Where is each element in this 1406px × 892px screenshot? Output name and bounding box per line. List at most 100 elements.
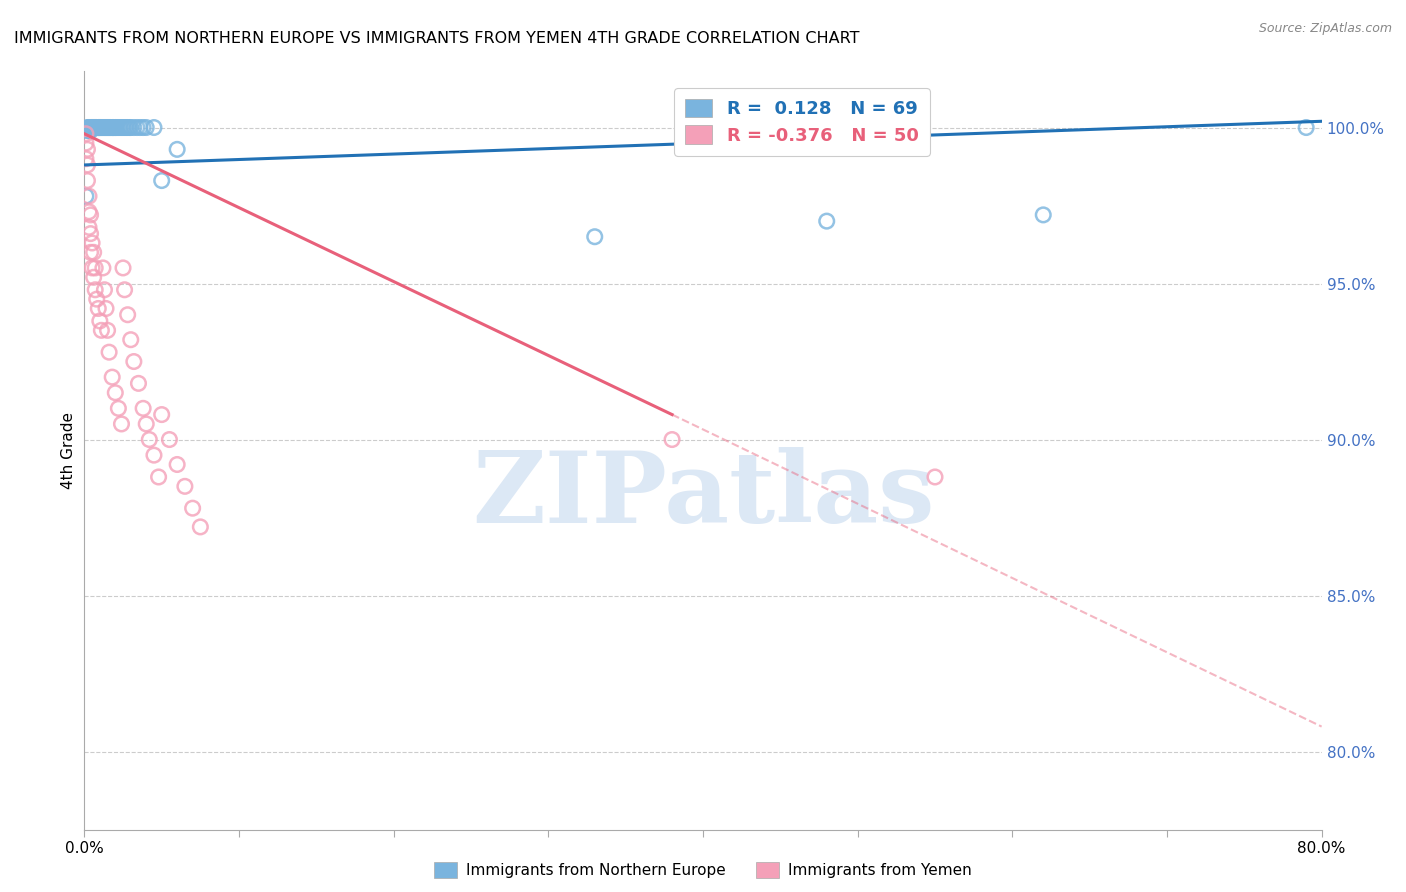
Point [104, 120, 127, 135]
Point [1295, 120, 1317, 135]
Point [129, 120, 152, 135]
Point [150, 173, 173, 187]
Point [75, 127, 97, 141]
Point [135, 120, 157, 135]
Point [93, 283, 115, 297]
Point [100, 120, 122, 135]
Point [105, 120, 128, 135]
Point [94, 301, 117, 316]
Point [77, 120, 100, 135]
Point [76, 158, 98, 172]
Text: IMMIGRANTS FROM NORTHERN EUROPE VS IMMIGRANTS FROM YEMEN 4TH GRADE CORRELATION C: IMMIGRANTS FROM NORTHERN EUROPE VS IMMIG… [14, 31, 859, 46]
Point [101, 120, 124, 135]
Point [75, 189, 97, 203]
Point [86, 120, 108, 135]
Point [112, 260, 135, 275]
Point [77, 120, 100, 135]
Point [76, 120, 98, 135]
Point [86, 292, 108, 306]
Point [79, 245, 101, 260]
Point [159, 433, 180, 447]
Point [94, 120, 117, 135]
Point [86, 120, 108, 135]
Point [77, 189, 100, 203]
Point [108, 120, 131, 135]
Point [132, 401, 155, 416]
Point [90, 323, 112, 337]
Point [135, 417, 157, 431]
Point [87, 120, 110, 135]
Point [107, 401, 129, 416]
Point [86, 120, 108, 135]
Point [83, 120, 105, 135]
Point [96, 120, 118, 135]
Point [107, 120, 129, 135]
Point [89, 120, 111, 135]
Point [91, 260, 114, 275]
Point [110, 120, 132, 135]
Point [82, 120, 104, 135]
Point [132, 120, 155, 135]
Point [82, 120, 104, 135]
Point [188, 520, 211, 534]
Point [143, 448, 166, 462]
Point [117, 308, 139, 322]
Point [82, 235, 104, 250]
Point [103, 120, 125, 135]
Point [96, 120, 118, 135]
Point [76, 123, 98, 137]
Point [93, 120, 115, 135]
Point [83, 120, 105, 135]
Point [112, 120, 135, 135]
Point [93, 120, 115, 135]
Point [83, 120, 105, 135]
Point [79, 227, 101, 241]
Point [84, 283, 107, 297]
Point [815, 214, 838, 228]
Point [87, 120, 110, 135]
Point [101, 120, 124, 135]
Point [82, 120, 104, 135]
Point [122, 354, 145, 368]
Point [89, 314, 111, 328]
Point [120, 120, 142, 135]
Point [122, 120, 145, 135]
Point [90, 120, 112, 135]
Point [91, 120, 114, 135]
Point [79, 120, 101, 135]
Point [75, 152, 97, 166]
Point [583, 229, 606, 244]
Point [83, 270, 105, 285]
Point [91, 120, 114, 135]
Point [661, 433, 683, 447]
Point [84, 260, 107, 275]
Point [117, 120, 139, 135]
Point [84, 120, 107, 135]
Point [103, 120, 125, 135]
Point [104, 385, 127, 400]
Point [114, 283, 136, 297]
Point [90, 120, 112, 135]
Point [118, 120, 141, 135]
Point [115, 120, 138, 135]
Point [98, 120, 121, 135]
Point [125, 120, 148, 135]
Point [120, 333, 142, 347]
Point [924, 470, 946, 484]
Point [150, 408, 173, 422]
Text: Source: ZipAtlas.com: Source: ZipAtlas.com [1258, 22, 1392, 36]
Text: ZIPatlas: ZIPatlas [472, 448, 934, 544]
Point [166, 142, 188, 156]
Point [89, 120, 111, 135]
Point [138, 433, 160, 447]
Point [100, 120, 122, 135]
Point [84, 120, 107, 135]
Point [148, 470, 170, 484]
Point [143, 120, 166, 135]
Point [98, 120, 121, 135]
Point [82, 260, 104, 275]
Point [110, 417, 132, 431]
Legend: R =  0.128   N = 69, R = -0.376   N = 50: R = 0.128 N = 69, R = -0.376 N = 50 [675, 88, 929, 155]
Point [77, 220, 100, 235]
Point [79, 123, 101, 137]
